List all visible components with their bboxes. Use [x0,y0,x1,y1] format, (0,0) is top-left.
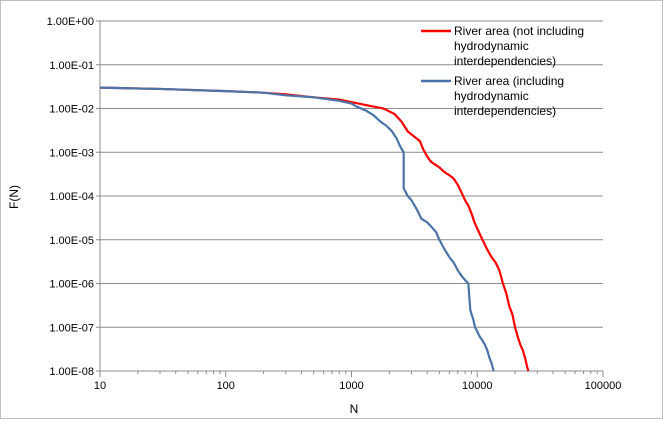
legend-label-1: River area (not including [454,24,584,38]
x-tick-label: 10000 [462,380,493,392]
series-layer [99,86,530,372]
y-tick-label: 1.00E-03 [49,147,94,159]
x-axis-title: N [350,402,359,416]
series-line-2 [99,86,495,372]
legend-label-2: River area (including [454,74,564,88]
x-tick-label: 100 [217,380,235,392]
y-tick-label: 1.00E-02 [49,104,94,116]
y-tick-label: 1.00E-07 [49,322,94,334]
grid-layer [100,20,603,328]
legend-layer: River area (not includinghydrodynamicint… [421,24,584,118]
axes-layer: 1.00E+00 1.00E-01 1.00E-02 1.00E-03 1.00E-04… [47,16,622,392]
x-tick-label: 100000 [585,380,622,392]
y-tick-label: 1.00E-04 [49,191,94,203]
y-tick-label: 1.00E+00 [47,16,94,28]
legend-label-2: interdependencies) [454,104,556,118]
x-tick-label: 10 [94,380,106,392]
y-tick-label: 1.00E-08 [49,366,94,378]
y-axis-title: F(N) [7,185,21,209]
y-tick-label: 1.00E-06 [49,279,94,291]
y-tick-label: 1.00E-01 [49,60,94,72]
legend-label-1: interdependencies) [454,54,556,68]
legend-label-1: hydrodynamic [454,39,529,53]
x-tick-label: 1000 [339,380,363,392]
y-tick-label: 1.00E-05 [49,235,94,247]
series-line-1 [99,86,530,372]
legend-label-2: hydrodynamic [454,89,529,103]
